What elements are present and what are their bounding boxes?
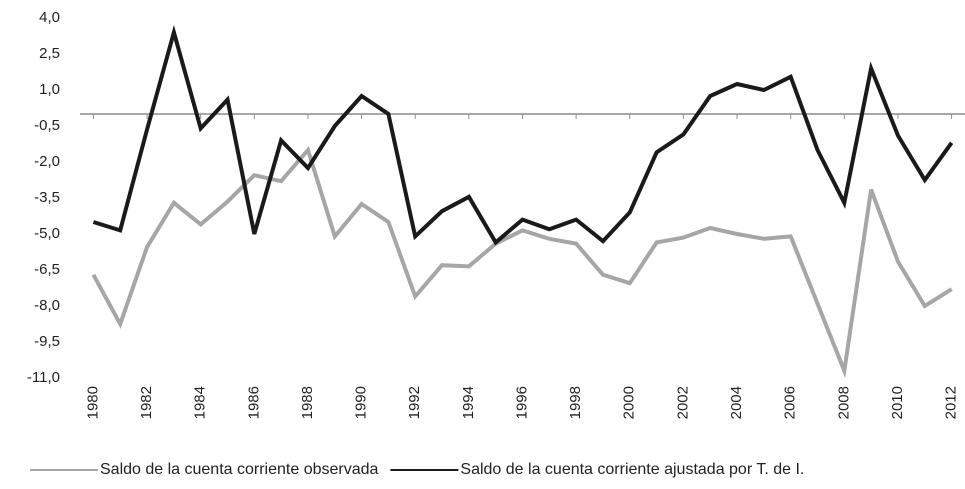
y-tick-label: -0,5 bbox=[34, 117, 60, 134]
x-tick-label: 2002 bbox=[674, 386, 691, 419]
x-tick-label: 1986 bbox=[245, 386, 262, 419]
x-tick-label: 1994 bbox=[460, 386, 477, 419]
x-tick-label: 2004 bbox=[728, 386, 745, 419]
legend-label: Saldo de la cuenta corriente observada bbox=[100, 461, 379, 478]
y-tick-label: -9,5 bbox=[34, 333, 60, 350]
series-line bbox=[91, 145, 953, 379]
x-tick-label: 2012 bbox=[943, 386, 960, 419]
y-tick-label: 2,5 bbox=[39, 45, 60, 62]
x-tick-label: 2008 bbox=[835, 386, 852, 419]
y-tick-label: 4,0 bbox=[39, 9, 60, 26]
y-tick-label: -11,0 bbox=[27, 369, 60, 386]
x-tick-label: 1988 bbox=[299, 386, 316, 419]
x-tick-label: 1984 bbox=[192, 386, 209, 419]
x-tick-label: 2006 bbox=[782, 386, 799, 419]
x-tick-label: 2010 bbox=[889, 386, 906, 419]
x-tick-label: 1990 bbox=[353, 386, 370, 419]
y-tick-label: -2,0 bbox=[34, 153, 60, 170]
x-tick-label: 1980 bbox=[84, 386, 101, 419]
x-tick-label: 1996 bbox=[513, 386, 530, 419]
legend-label: Saldo de la cuenta corriente ajustada po… bbox=[460, 461, 804, 478]
x-tick-label: 1998 bbox=[567, 386, 584, 419]
y-tick-label: -5,0 bbox=[34, 225, 60, 242]
x-tick-label: 1992 bbox=[406, 386, 423, 419]
y-tick-label: -8,0 bbox=[34, 297, 60, 314]
y-tick-label: -3,5 bbox=[34, 189, 60, 206]
x-tick-label: 1982 bbox=[138, 386, 155, 419]
y-tick-label: -6,5 bbox=[34, 261, 60, 278]
x-tick-label: 2000 bbox=[621, 386, 638, 419]
series-line bbox=[92, 24, 954, 246]
y-tick-label: 1,0 bbox=[39, 81, 60, 98]
